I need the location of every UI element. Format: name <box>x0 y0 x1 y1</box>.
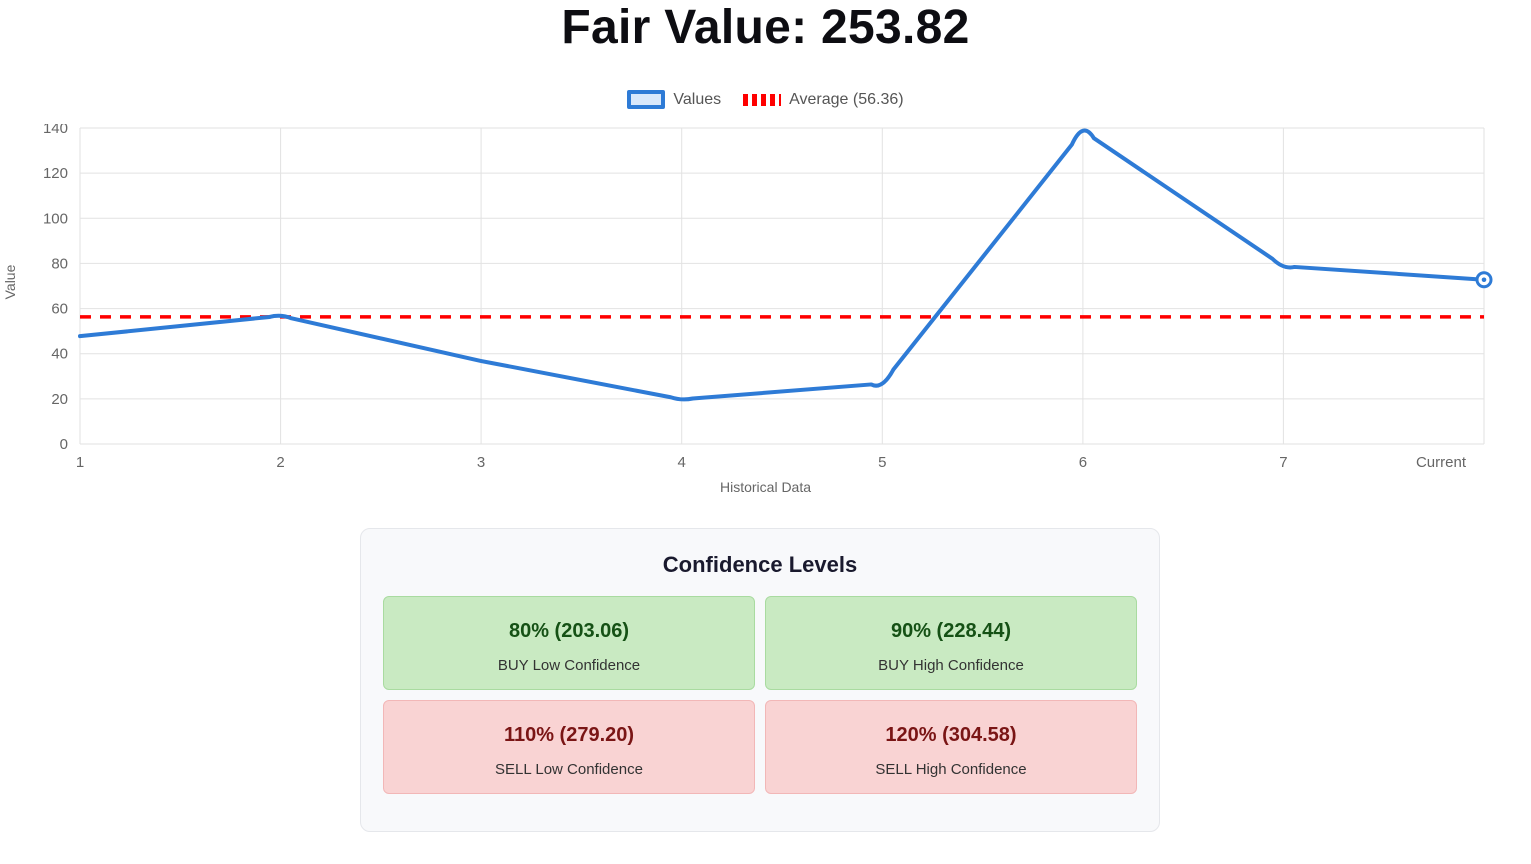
svg-text:40: 40 <box>51 346 68 363</box>
svg-text:2: 2 <box>276 454 284 471</box>
svg-text:20: 20 <box>51 391 68 408</box>
svg-text:5: 5 <box>878 454 886 471</box>
svg-text:60: 60 <box>51 301 68 318</box>
svg-text:1: 1 <box>76 454 84 471</box>
svg-text:100: 100 <box>43 210 68 227</box>
svg-text:6: 6 <box>1079 454 1087 471</box>
svg-text:7: 7 <box>1279 454 1287 471</box>
svg-text:Current: Current <box>1416 454 1467 471</box>
svg-text:120: 120 <box>43 165 68 182</box>
svg-text:0: 0 <box>60 436 68 453</box>
svg-text:140: 140 <box>43 124 68 137</box>
svg-text:3: 3 <box>477 454 485 471</box>
svg-text:80: 80 <box>51 255 68 272</box>
svg-text:4: 4 <box>678 454 686 471</box>
